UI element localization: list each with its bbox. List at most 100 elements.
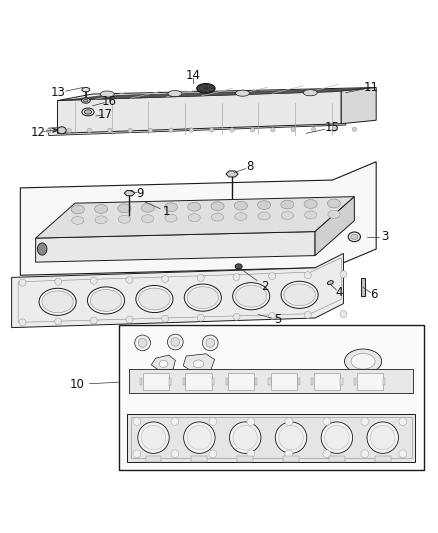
Text: 13: 13 xyxy=(51,86,66,99)
Text: 6: 6 xyxy=(370,288,378,301)
Circle shape xyxy=(126,316,133,323)
Circle shape xyxy=(285,450,293,458)
Text: 1: 1 xyxy=(163,205,170,218)
Text: 8: 8 xyxy=(247,160,254,173)
Circle shape xyxy=(138,422,169,454)
Circle shape xyxy=(291,127,295,132)
Circle shape xyxy=(148,128,153,133)
Circle shape xyxy=(332,127,336,132)
Ellipse shape xyxy=(281,281,318,309)
Ellipse shape xyxy=(197,84,215,93)
Circle shape xyxy=(108,128,112,133)
Circle shape xyxy=(268,272,276,280)
Text: 14: 14 xyxy=(185,69,200,82)
Circle shape xyxy=(126,276,133,284)
Ellipse shape xyxy=(303,90,317,96)
Bar xyxy=(143,373,169,390)
Ellipse shape xyxy=(168,91,182,96)
Circle shape xyxy=(323,450,331,458)
Circle shape xyxy=(197,274,204,281)
Circle shape xyxy=(138,338,147,348)
Circle shape xyxy=(135,335,150,351)
Bar xyxy=(311,378,313,384)
Circle shape xyxy=(19,319,26,326)
Circle shape xyxy=(209,128,214,132)
Circle shape xyxy=(340,271,347,278)
Circle shape xyxy=(67,128,71,133)
Ellipse shape xyxy=(95,205,108,213)
Bar xyxy=(314,373,340,390)
Ellipse shape xyxy=(258,212,270,220)
Circle shape xyxy=(189,128,194,132)
Ellipse shape xyxy=(235,213,247,221)
Circle shape xyxy=(169,128,173,132)
Circle shape xyxy=(230,422,261,454)
Bar xyxy=(268,378,271,384)
Circle shape xyxy=(209,450,217,458)
Circle shape xyxy=(55,318,62,325)
Circle shape xyxy=(247,417,255,425)
Text: 5: 5 xyxy=(274,313,282,326)
Ellipse shape xyxy=(100,91,114,97)
Polygon shape xyxy=(35,197,354,238)
Ellipse shape xyxy=(328,211,340,219)
Circle shape xyxy=(279,425,303,450)
Text: 12: 12 xyxy=(30,126,45,139)
Ellipse shape xyxy=(72,216,84,224)
Circle shape xyxy=(209,417,217,425)
Text: 4: 4 xyxy=(336,286,343,299)
Circle shape xyxy=(233,273,240,280)
Text: 11: 11 xyxy=(364,81,378,94)
Ellipse shape xyxy=(236,90,250,96)
Ellipse shape xyxy=(236,285,267,307)
Circle shape xyxy=(162,315,169,322)
Circle shape xyxy=(133,417,141,425)
Text: 2: 2 xyxy=(261,280,268,293)
Ellipse shape xyxy=(235,264,242,269)
Circle shape xyxy=(352,127,357,132)
Ellipse shape xyxy=(57,127,66,134)
Polygon shape xyxy=(183,354,215,374)
Bar xyxy=(297,378,300,384)
Polygon shape xyxy=(35,231,315,262)
Circle shape xyxy=(171,450,179,458)
Circle shape xyxy=(399,417,407,425)
Ellipse shape xyxy=(71,205,85,214)
Bar xyxy=(375,456,391,462)
Circle shape xyxy=(90,317,97,324)
Circle shape xyxy=(171,417,179,425)
Ellipse shape xyxy=(88,287,124,314)
Ellipse shape xyxy=(82,108,94,116)
Ellipse shape xyxy=(351,234,358,239)
Circle shape xyxy=(321,422,353,454)
Bar xyxy=(183,378,185,384)
Ellipse shape xyxy=(233,282,270,310)
Ellipse shape xyxy=(281,212,293,220)
Circle shape xyxy=(233,425,258,450)
Circle shape xyxy=(323,417,331,425)
Bar xyxy=(357,373,383,390)
Polygon shape xyxy=(151,355,175,372)
Text: 10: 10 xyxy=(70,378,85,391)
Ellipse shape xyxy=(348,232,360,241)
Bar xyxy=(354,378,356,384)
Circle shape xyxy=(184,422,215,454)
Ellipse shape xyxy=(165,214,177,222)
Ellipse shape xyxy=(95,216,107,224)
Circle shape xyxy=(361,417,369,425)
Ellipse shape xyxy=(327,281,333,285)
Bar xyxy=(226,378,228,384)
Circle shape xyxy=(19,279,26,286)
Polygon shape xyxy=(315,197,354,256)
Text: 15: 15 xyxy=(325,121,340,134)
Ellipse shape xyxy=(284,284,315,306)
Ellipse shape xyxy=(81,98,90,103)
Circle shape xyxy=(87,128,92,133)
Text: 16: 16 xyxy=(102,95,117,108)
Circle shape xyxy=(340,311,347,318)
Ellipse shape xyxy=(211,202,224,211)
Ellipse shape xyxy=(85,110,92,114)
Circle shape xyxy=(325,425,349,450)
Ellipse shape xyxy=(345,349,381,374)
Circle shape xyxy=(90,277,97,284)
